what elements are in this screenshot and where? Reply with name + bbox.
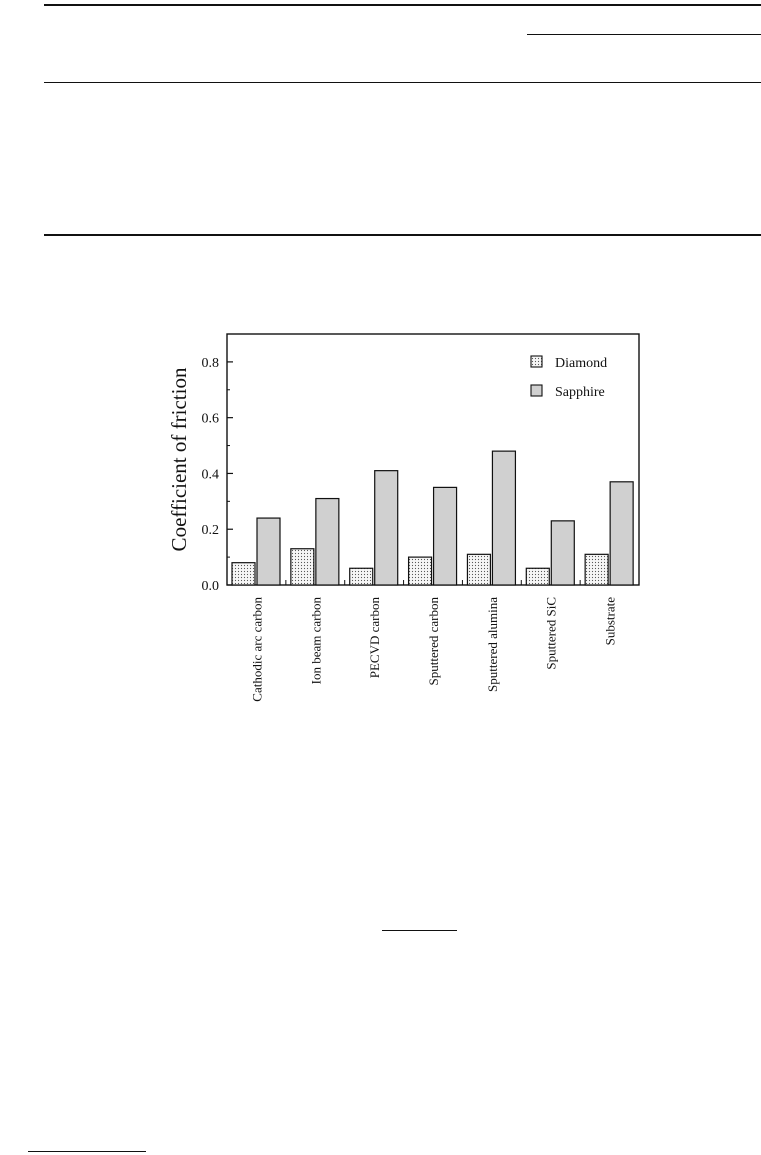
chart-labels: 0.0 0.2 0.4 0.6 0.8 Coefficient of friction Ca… [167,356,618,702]
bar-sapphire-6 [550,520,575,586]
table-header-rule [527,34,761,35]
chart-bars [231,450,634,586]
bar-diamond-5 [466,553,492,586]
bar-diamond-1 [231,562,256,586]
bar-sapphire-2 [315,497,340,586]
x-category-label: PECVD carbon [367,597,382,679]
legend-label-diamond: Diamond [555,356,607,371]
chart-legend: Diamond Sapphire [530,355,607,400]
bar-diamond-4 [407,556,433,586]
bar-sapphire-3 [374,470,399,586]
bar-diamond-6 [525,567,550,586]
x-category-label: Sputtered carbon [426,597,441,686]
x-category-label: Sputtered alumina [485,597,500,692]
y-tick-label: 0.8 [202,356,220,371]
bar-diamond-3 [349,567,374,586]
bar-sapphire-4 [432,486,458,586]
x-category-label: Sputtered SiC [544,597,559,670]
legend-swatch-diamond [530,355,543,368]
table-bottom-rule [44,234,761,236]
x-category-label: Ion beam carbon [308,597,323,685]
legend-label-sapphire: Sapphire [555,385,605,400]
top-table-rule [44,4,761,6]
y-axis-title: Coefficient of friction [167,367,191,551]
footnote-rule [28,1151,146,1152]
table-mid-rule [44,82,761,83]
bar-sapphire-7 [609,481,634,586]
bar-sapphire-1 [256,517,281,586]
x-category-label: Substrate [603,597,618,646]
y-tick-label: 0.0 [202,579,220,594]
y-tick-label: 0.4 [202,467,220,482]
y-tick-label: 0.6 [202,412,220,427]
legend-swatch-sapphire [530,384,543,397]
y-tick-label: 0.2 [202,523,220,538]
fraction-bar-rule [382,930,457,931]
bar-diamond-7 [584,553,609,586]
x-category-label: Cathodic arc carbon [249,597,264,702]
bar-sapphire-5 [491,450,517,586]
bar-diamond-2 [290,548,315,586]
